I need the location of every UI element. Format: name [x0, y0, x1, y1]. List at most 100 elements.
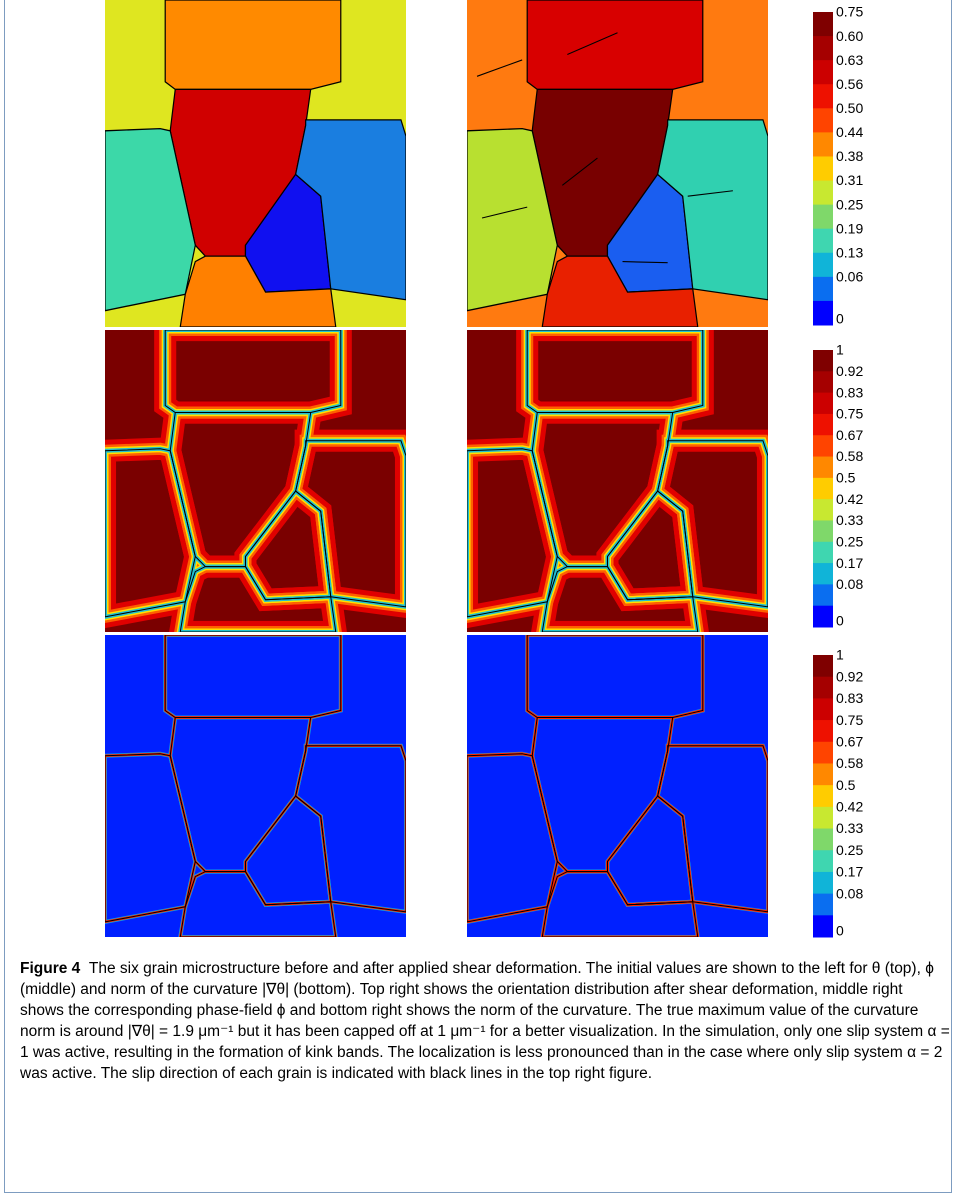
colorbar-label: 0.5 — [836, 777, 856, 793]
slip-line — [622, 261, 668, 264]
grain-boundary — [105, 753, 196, 923]
slip-line — [476, 59, 523, 77]
colorbar-label: 0.63 — [836, 52, 863, 68]
image-panel — [105, 635, 406, 937]
slip-line — [562, 157, 598, 186]
grain — [467, 127, 558, 312]
colorbar-segment — [813, 806, 833, 830]
image-panel — [467, 330, 768, 632]
colorbar-label: 0.67 — [836, 733, 863, 749]
colorbar-segment — [813, 204, 833, 230]
colorbar-segment — [813, 499, 833, 521]
grain — [179, 255, 337, 327]
colorbar-segment — [813, 605, 833, 628]
colorbar-label: 0.13 — [836, 244, 863, 260]
image-panel — [467, 635, 768, 937]
colorbar-segment — [813, 893, 833, 916]
colorbar-segment — [813, 228, 833, 254]
colorbar-label: 0.75 — [836, 712, 863, 728]
image-panel — [105, 0, 406, 327]
page-frame — [4, 0, 952, 1193]
figure: 0.750.600.630.560.500.440.380.310.250.19… — [105, 0, 863, 939]
colorbar-label: 0.17 — [836, 864, 863, 880]
caption: Figure 4 The six grain microstructure be… — [20, 958, 950, 1084]
colorbar-segment — [813, 520, 833, 543]
colorbar-label: 0.25 — [836, 533, 863, 549]
grain — [105, 127, 196, 312]
colorbar-label: 0 — [836, 311, 844, 327]
colorbar-segment — [813, 300, 833, 326]
colorbar-segment — [813, 850, 833, 873]
grain-boundary — [541, 871, 699, 937]
colorbar-segment — [813, 456, 833, 479]
colorbar-segment — [813, 698, 833, 721]
colorbar-label: 0.06 — [836, 269, 863, 285]
colorbar-label: 0.5 — [836, 470, 856, 486]
image-panel — [105, 330, 406, 632]
colorbar-segment — [813, 741, 833, 764]
colorbar-label: 0.83 — [836, 690, 863, 706]
colorbar-segment — [813, 435, 833, 458]
colorbar-label: 0.60 — [836, 28, 863, 44]
colorbar-segment — [813, 477, 833, 500]
colorbar-segment — [813, 915, 833, 938]
slip-line — [567, 32, 618, 56]
slip-line — [687, 190, 733, 197]
colorbar-label: 0.31 — [836, 172, 863, 188]
colorbar-label: 0.08 — [836, 885, 863, 901]
colorbar-label: 0.50 — [836, 100, 863, 116]
colorbar-label: 1 — [836, 342, 844, 358]
colorbar-label: 0.58 — [836, 448, 863, 464]
colorbar-label: 0.92 — [836, 668, 863, 684]
colorbar-label: 1 — [836, 647, 844, 663]
colorbar-segment — [813, 84, 833, 109]
colorbar-segment — [813, 584, 833, 607]
colorbar-segment — [813, 12, 833, 37]
colorbar-segment — [813, 655, 833, 678]
grain — [541, 255, 699, 327]
colorbar-segment — [813, 180, 833, 206]
colorbar-segment — [813, 132, 833, 157]
colorbar-segment — [813, 276, 833, 302]
colorbar-label: 0.42 — [836, 799, 863, 815]
colorbar-segment — [813, 252, 833, 278]
colorbar-label: 0.19 — [836, 220, 863, 236]
colorbar-segment — [813, 676, 833, 699]
colorbar-segment — [813, 785, 833, 808]
colorbar-label: 0.58 — [836, 755, 863, 771]
colorbar-label: 0.38 — [836, 148, 863, 164]
colorbar-segment — [813, 108, 833, 133]
colorbar-label: 0.56 — [836, 76, 863, 92]
colorbar-label: 0.33 — [836, 512, 863, 528]
caption-label: Figure 4 — [20, 960, 81, 977]
colorbar-label: 0.44 — [836, 124, 863, 140]
colorbar-label: 0.25 — [836, 196, 863, 212]
colorbar-label: 0.33 — [836, 820, 863, 836]
slip-line — [481, 206, 528, 219]
colorbar-label: 0.67 — [836, 427, 863, 443]
colorbar-label: 0.92 — [836, 363, 863, 379]
colorbar-segment — [813, 36, 833, 61]
colorbar-segment — [813, 371, 833, 394]
grain-boundary — [105, 448, 196, 618]
colorbar-segment — [813, 828, 833, 851]
grain — [526, 0, 704, 91]
grain-boundary — [179, 871, 337, 937]
image-panel — [467, 0, 768, 327]
colorbar-label: 0.25 — [836, 842, 863, 858]
colorbar-segment — [813, 392, 833, 415]
colorbar-segment — [813, 413, 833, 436]
colorbar-segment — [813, 156, 833, 182]
grain — [164, 0, 342, 91]
colorbar-label: 0 — [836, 613, 844, 629]
colorbar-segment — [813, 563, 833, 585]
colorbar-segment — [813, 720, 833, 743]
colorbar-label: 0.17 — [836, 555, 863, 571]
colorbar-label: 0.42 — [836, 491, 863, 507]
colorbar-label: 0.75 — [836, 4, 863, 20]
colorbar-segment — [813, 350, 833, 372]
colorbar-label: 0.75 — [836, 406, 863, 422]
colorbar-segment — [813, 541, 833, 564]
caption-text: The six grain microstructure before and … — [20, 960, 950, 1082]
